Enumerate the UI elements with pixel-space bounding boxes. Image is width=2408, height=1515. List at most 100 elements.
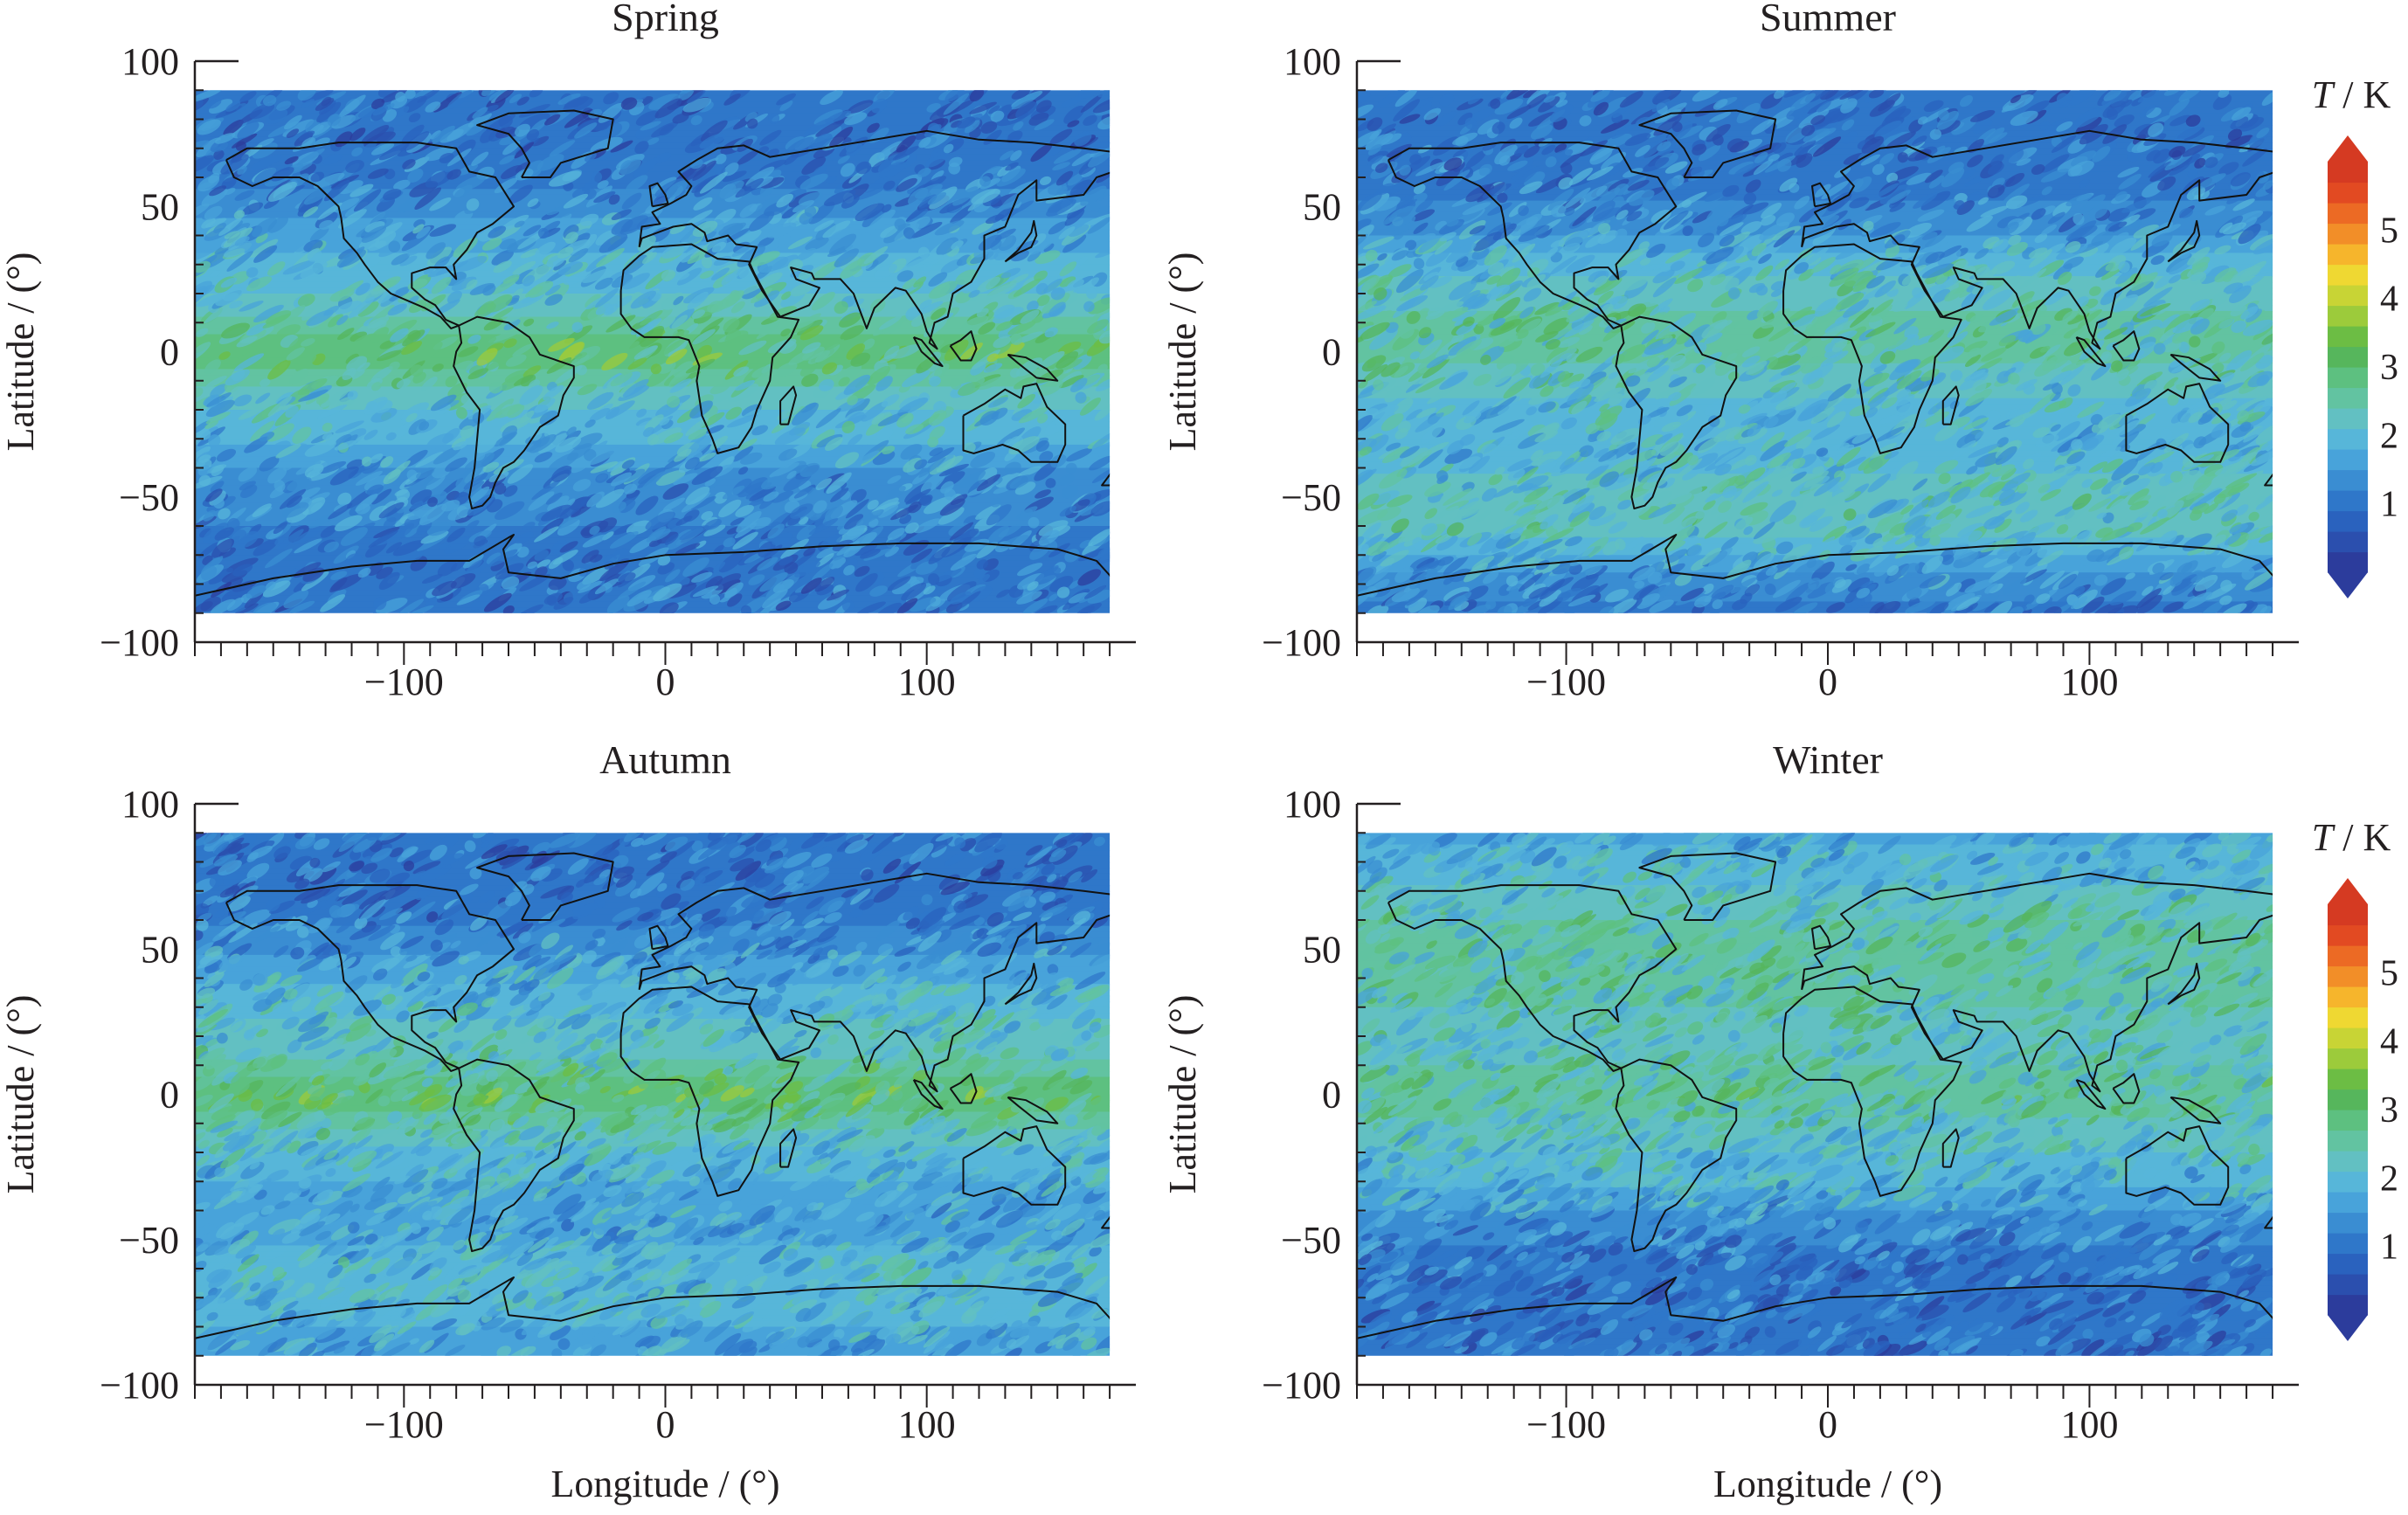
y-tick-label: 100 xyxy=(1284,783,1341,826)
colorbar-segment xyxy=(2328,1212,2368,1234)
coastline-japan xyxy=(2167,219,2201,263)
colorbar-segment xyxy=(2328,945,2368,967)
map-panel-spring: −100 0 100 100 50 0 −50 −100 Spring Latitude / (°… xyxy=(0,0,1136,703)
coastline-south-america xyxy=(1615,315,1738,510)
coastline-madagascar xyxy=(779,385,798,425)
y-tick-label: 50 xyxy=(141,928,179,971)
coastline-new-guinea xyxy=(2169,1096,2222,1124)
y-axis-label: Latitude / (°) xyxy=(0,252,42,452)
coastline-north-america xyxy=(1387,142,1678,329)
colorbar-segment xyxy=(2328,1171,2368,1193)
coastline-antarctica xyxy=(1357,1276,2273,1339)
colorbar-tick-label: 1 xyxy=(2380,485,2398,525)
coastline-madagascar xyxy=(1941,385,1960,425)
coastline-greenland xyxy=(1638,852,1777,921)
coastline-africa xyxy=(619,243,800,454)
coastline-south-america xyxy=(1615,1058,1738,1253)
colorbar-tick-label: 4 xyxy=(2380,280,2398,320)
coastline-new-guinea xyxy=(1007,353,1059,382)
colorbar-segment xyxy=(2328,367,2368,389)
colorbar-segment xyxy=(2328,1069,2368,1090)
y-axis-label: Latitude / (°) xyxy=(0,995,42,1194)
colorbar-title: T / K xyxy=(2312,816,2391,859)
colorbar-segment xyxy=(2328,305,2368,327)
y-tick-label: −50 xyxy=(119,1219,179,1262)
x-tick-label: 100 xyxy=(2060,1403,2118,1446)
coastline-australia xyxy=(962,383,1067,463)
coastline-australia xyxy=(2125,383,2230,463)
coastline-new-guinea xyxy=(1007,1096,1059,1124)
colorbar-tick-label: 5 xyxy=(2380,211,2398,251)
coastline-madagascar xyxy=(779,1128,798,1168)
map-panel-winter: −100 0 100 100 50 0 −50 −100 Winter Latitude / (°… xyxy=(1161,737,2299,1505)
y-tick-label: 50 xyxy=(141,185,179,228)
colorbar-segment xyxy=(2328,285,2368,307)
x-tick-label: −100 xyxy=(1526,1403,1606,1446)
colorbar-segment xyxy=(2328,531,2368,553)
colorbar-segment xyxy=(2328,469,2368,491)
coastline-greenland xyxy=(1638,109,1777,178)
y-tick-label: −50 xyxy=(1281,1219,1341,1262)
x-tick-label: 0 xyxy=(1818,1403,1837,1446)
colorbar-tick-label: 3 xyxy=(2380,1090,2398,1131)
colorbar-segment xyxy=(2328,264,2368,286)
colorbar-segment xyxy=(2328,1089,2368,1110)
temperature-field xyxy=(1357,90,2273,613)
y-axis-label: Latitude / (°) xyxy=(1161,252,1204,452)
y-tick-label: 0 xyxy=(160,1074,179,1117)
colorbar-segment xyxy=(2328,387,2368,409)
x-tick-label: −100 xyxy=(364,1403,444,1446)
coastline-north-america xyxy=(1387,884,1678,1072)
colorbar-segment xyxy=(2328,346,2368,368)
coastline-uk xyxy=(1811,924,1831,951)
coastline-sumatra xyxy=(912,336,944,368)
temperature-field xyxy=(1357,833,2273,1356)
x-tick-label: −100 xyxy=(364,661,444,703)
y-tick-label: 0 xyxy=(1322,331,1341,374)
y-tick-label: 100 xyxy=(121,40,179,83)
colorbar-segment xyxy=(2328,965,2368,987)
x-tick-label: 100 xyxy=(898,1403,956,1446)
colorbar-segment xyxy=(2328,1027,2368,1049)
y-tick-label: −100 xyxy=(100,1364,179,1407)
x-tick-label: 0 xyxy=(656,661,675,703)
coastline-borneo xyxy=(949,1073,978,1104)
coastline-antarctica xyxy=(195,1276,1111,1339)
colorbar-segment xyxy=(2328,326,2368,348)
coastlines xyxy=(195,109,1111,597)
coastline-borneo xyxy=(949,330,978,362)
axes: −100 0 100 100 50 0 −50 −100 xyxy=(1262,783,2299,1446)
colorbar-segment xyxy=(2328,1130,2368,1152)
map-panel-summer: −100 0 100 100 50 0 −50 −100 Summer Latitude / (°… xyxy=(1161,0,2299,703)
panel-title: Summer xyxy=(1760,0,1896,39)
colorbar-tick-label: 5 xyxy=(2380,953,2398,993)
coastline-north-america xyxy=(225,884,515,1072)
coastline-africa xyxy=(619,986,800,1197)
coastline-australia xyxy=(962,1125,1067,1206)
y-tick-label: −100 xyxy=(100,621,179,664)
colorbar-min-arrow xyxy=(2328,1315,2368,1341)
colorbar: 1 2 3 4 5 T / K xyxy=(2312,73,2398,598)
axes: −100 0 100 100 50 0 −50 −100 xyxy=(100,783,1136,1446)
colorbar-segment xyxy=(2328,551,2368,573)
colorbar-max-arrow xyxy=(2328,135,2368,162)
colorbar-segment xyxy=(2328,1048,2368,1069)
coastline-eurasia xyxy=(1801,872,2273,1093)
colorbar-segment xyxy=(2328,1274,2368,1296)
y-tick-label: −50 xyxy=(1281,476,1341,519)
colorbar-segment xyxy=(2328,1110,2368,1131)
coastline-eurasia xyxy=(1801,129,2273,350)
colorbar: 1 2 3 4 5 T / K xyxy=(2312,816,2398,1341)
coastlines xyxy=(1357,109,2273,597)
colorbar-segment xyxy=(2328,408,2368,430)
colorbar-segment xyxy=(2328,449,2368,471)
coastline-japan xyxy=(2167,962,2201,1006)
colorbar-segment xyxy=(2328,924,2368,946)
coastline-eurasia xyxy=(638,129,1111,350)
coastline-japan xyxy=(1004,962,1038,1006)
coastline-greenland xyxy=(476,852,614,921)
coastline-greenland xyxy=(476,109,614,178)
x-axis-label: Longitude / (°) xyxy=(1713,1463,1942,1505)
colorbar-min-arrow xyxy=(2328,572,2368,598)
